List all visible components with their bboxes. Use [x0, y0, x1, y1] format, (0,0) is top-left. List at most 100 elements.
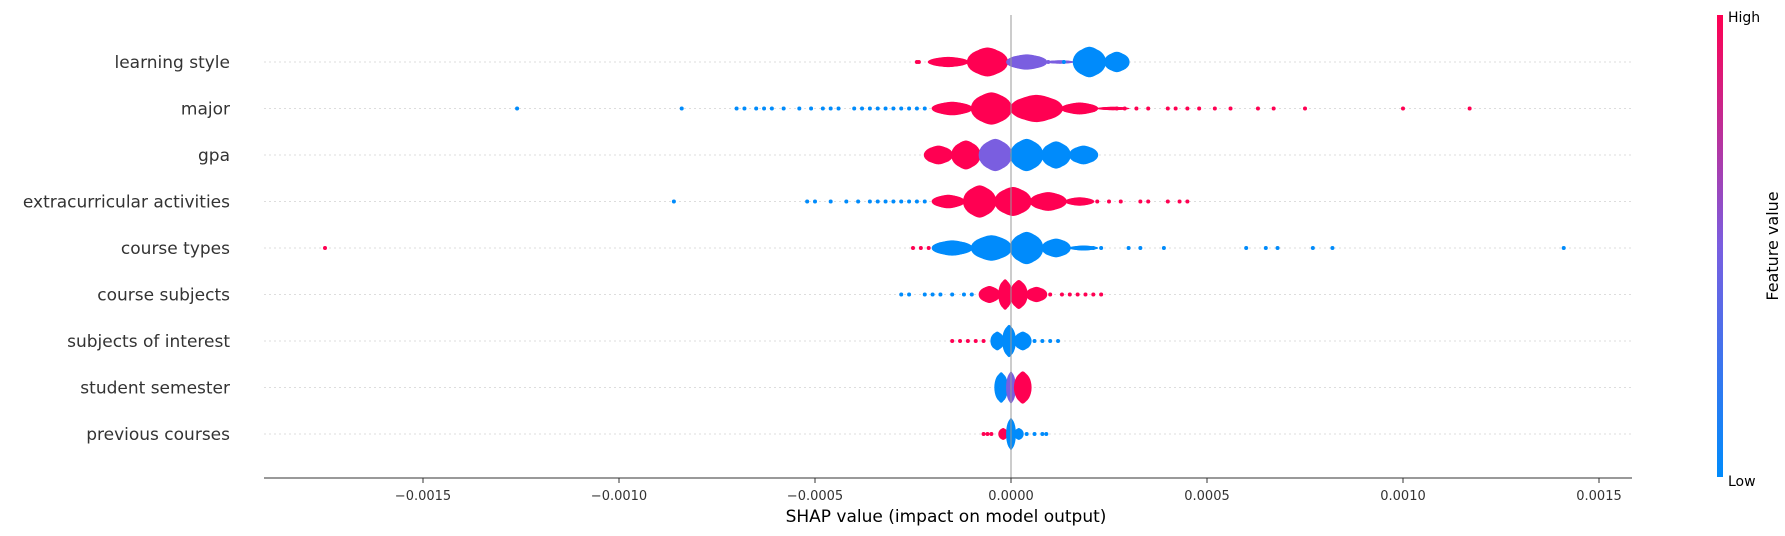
shap-point — [1165, 199, 1170, 204]
shap-point — [907, 106, 912, 111]
x-tick-label: −0.0010 — [591, 489, 647, 504]
shap-point — [852, 106, 857, 111]
shap-point — [813, 199, 817, 204]
shap-point — [836, 106, 841, 111]
x-tick-label: 0.0005 — [1184, 489, 1230, 504]
shap-point — [1146, 199, 1151, 204]
violin-body — [1002, 326, 1016, 356]
shap-point — [1197, 106, 1202, 111]
violin-body — [1045, 60, 1075, 64]
feature-label: previous courses — [86, 425, 230, 445]
violin-body — [1025, 287, 1048, 302]
shap-point — [1095, 199, 1100, 204]
shap-point — [1032, 432, 1037, 436]
shap-point — [1061, 60, 1066, 64]
shap-point — [914, 106, 919, 111]
shap-point — [1303, 106, 1307, 111]
shap-point — [754, 106, 759, 111]
shap-point — [1330, 246, 1335, 250]
shap-point — [844, 199, 849, 204]
violin-body — [1010, 233, 1044, 263]
shap-point — [969, 292, 974, 297]
shap-point — [981, 339, 986, 343]
shap-point — [860, 106, 865, 111]
shap-point — [965, 339, 970, 343]
violin-body — [1010, 140, 1044, 170]
x-tick-label: −0.0005 — [787, 489, 843, 504]
shap-point — [1032, 339, 1037, 343]
violin-body — [994, 188, 1032, 215]
shap-point — [916, 60, 921, 64]
shap-point — [981, 432, 986, 436]
shap-point — [797, 106, 802, 111]
violin-body — [998, 428, 1009, 440]
shap-point — [762, 106, 767, 111]
shap-point — [922, 106, 927, 111]
feature-label: learning style — [114, 53, 230, 73]
shap-point — [1173, 106, 1178, 111]
shap-point — [973, 339, 978, 343]
shap-point — [809, 106, 814, 111]
shap-point — [907, 199, 912, 204]
shap-point — [1024, 432, 1029, 436]
feature-labels: learning style major gpa extracurricular ac… — [23, 53, 230, 445]
shap-point — [875, 106, 880, 111]
shap-point — [938, 292, 943, 297]
shap-point — [671, 199, 676, 204]
shap-point — [1228, 106, 1233, 111]
feature-label: gpa — [198, 146, 230, 166]
shap-point — [1040, 339, 1045, 343]
violin-body — [970, 93, 1013, 124]
violin-body — [1064, 197, 1095, 206]
shap-point — [1126, 246, 1131, 250]
shap-point — [1107, 199, 1111, 204]
shap-point — [1255, 106, 1260, 111]
shap-point — [922, 199, 927, 204]
shap-point — [1122, 106, 1127, 111]
violin-body — [1029, 192, 1067, 211]
shap-point — [856, 199, 861, 204]
violin-body — [1104, 52, 1130, 72]
shap-point — [1275, 246, 1280, 250]
violin-body — [1013, 428, 1024, 440]
feature-label: student semester — [80, 379, 230, 399]
shap-point — [918, 246, 923, 250]
x-tick-label: −0.0015 — [395, 489, 451, 504]
shap-point — [985, 432, 990, 436]
shap-point — [958, 339, 963, 343]
shap-point — [1091, 292, 1096, 297]
violin-body — [1060, 103, 1099, 114]
violin-body — [927, 57, 969, 67]
shap-point — [922, 292, 927, 297]
shap-point — [828, 106, 833, 111]
shap-point — [1177, 199, 1182, 204]
violin-body — [990, 332, 1005, 350]
shap-point — [1185, 106, 1190, 111]
shap-point — [875, 199, 880, 204]
shap-point — [1056, 339, 1061, 343]
feature-label: course types — [121, 239, 230, 259]
x-axis-label: SHAP value (impact on model output) — [786, 507, 1107, 527]
shap-point — [1099, 292, 1104, 297]
violin-body — [1096, 106, 1130, 111]
shap-point — [515, 106, 520, 111]
shap-point — [1048, 339, 1053, 343]
shap-point — [950, 339, 955, 343]
violin-body — [1041, 239, 1071, 257]
shap-point — [1044, 432, 1049, 436]
shap-point — [1212, 106, 1217, 111]
colorbar — [1717, 15, 1723, 477]
shap-point — [1067, 292, 1072, 297]
shap-point — [1161, 246, 1166, 250]
shap-point — [1114, 106, 1119, 111]
shap-point — [742, 106, 747, 111]
x-axis-ticks: −0.0015 −0.0010 −0.0005 0.0000 0.0005 0.0010 0… — [395, 478, 1622, 504]
shap-point — [1099, 246, 1104, 250]
shap-point — [867, 106, 872, 111]
violin-body — [998, 280, 1012, 309]
shap-point — [1185, 199, 1190, 204]
shap-point — [899, 106, 904, 111]
shap-point — [1561, 246, 1566, 250]
shap-point — [769, 106, 774, 111]
shap-point — [1091, 246, 1096, 250]
